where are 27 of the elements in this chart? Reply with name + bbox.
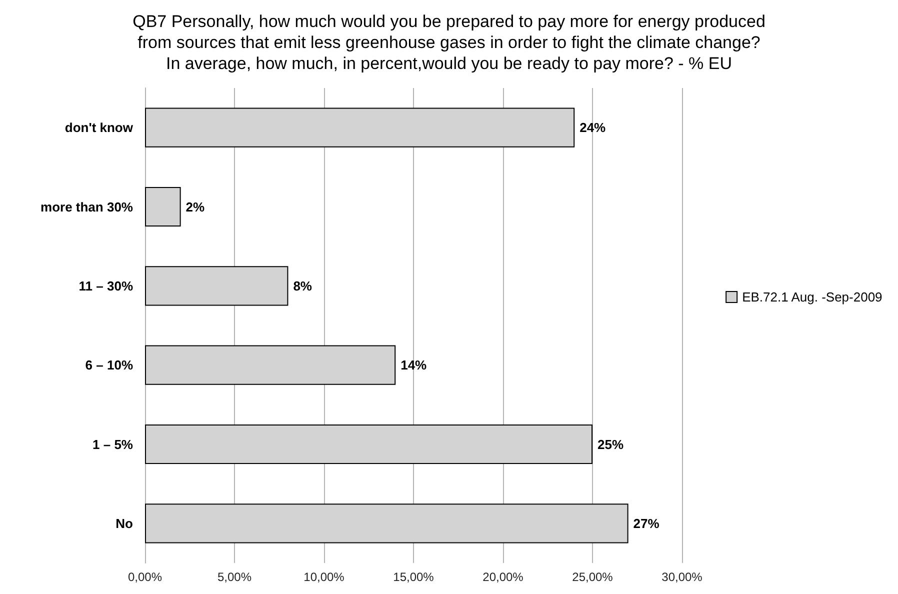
y-tick-label: 1 – 5% [92,436,134,452]
data-label: 2% [186,199,206,214]
bar [145,266,288,306]
x-tick-label: 25,00% [572,570,614,584]
x-tick-label: 15,00% [393,570,434,584]
x-tick-label: 30,00% [662,570,703,584]
bar [145,424,592,464]
data-label: 24% [580,120,606,136]
bar [145,186,181,227]
chart-title: QB7 Personally, how much would you be prepared to pay more for energy produced from sources that emit less greenhouse gases in order to fight the climate change? In average, how much, in percent,would you be ready to pay more? - % EU [132,12,766,73]
bar [145,108,575,148]
y-tick-label: 11 – 30% [78,278,134,294]
bar [145,504,628,544]
data-label: 8% [293,278,312,294]
data-label: 14% [400,358,428,373]
y-tick-label: don't know [64,120,134,136]
y-tick-label: No [116,516,134,531]
y-tick-label: more than 30% [40,199,134,214]
x-tick-label: 10,00% [304,570,345,584]
data-label: 27% [633,516,660,531]
x-tick-label: 20,00% [482,570,524,584]
data-label: 25% [598,436,624,452]
bar [145,345,396,385]
legend-label: EB.72.1 Aug. -Sep-2009 [742,290,882,304]
x-tick-label: 0,00% [128,570,162,584]
x-tick-label: 5,00% [217,570,252,584]
y-tick-label: 6 – 10% [85,358,134,373]
